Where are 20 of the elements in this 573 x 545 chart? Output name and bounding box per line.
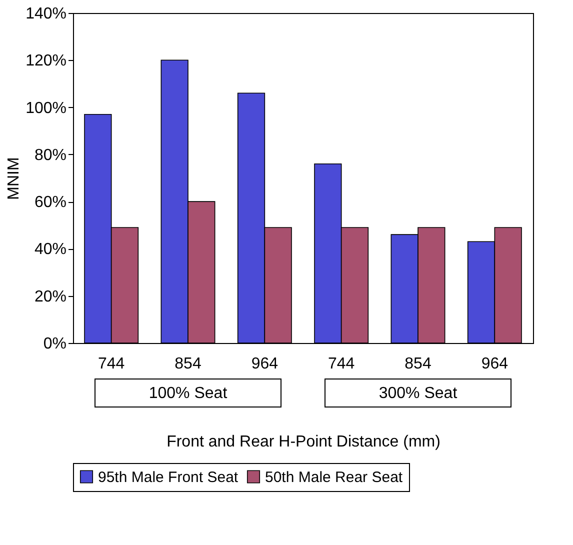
x-tick-label: 854 [404, 356, 432, 372]
y-tick-label: 100% [26, 100, 66, 117]
x-axis-title: Front and Rear H-Point Distance (mm) [166, 434, 440, 450]
y-tick-label: 80% [34, 146, 66, 164]
y-tick-label: 0% [43, 336, 66, 352]
x-tick-label: 854 [174, 356, 202, 372]
x-tick-label: 744 [328, 356, 355, 372]
text: 100% Seat [148, 385, 228, 402]
y-tick-label: 40% [34, 241, 66, 258]
x-tick-label: 964 [481, 356, 508, 372]
text: 300% Seat [378, 385, 458, 402]
x-tick-label: 964 [251, 356, 278, 372]
y-tick-label: 60% [34, 194, 66, 212]
y-tick-label: 140% [26, 6, 66, 22]
y-tick-label: 120% [26, 52, 66, 70]
x-tick-label: 744 [98, 356, 125, 372]
y-axis-title: MNIM [6, 157, 23, 200]
legend-label: 50th Male Rear Seat [265, 468, 404, 486]
y-tick-label: 20% [34, 288, 66, 306]
legend-label: 95th Male Front Seat [98, 468, 239, 486]
